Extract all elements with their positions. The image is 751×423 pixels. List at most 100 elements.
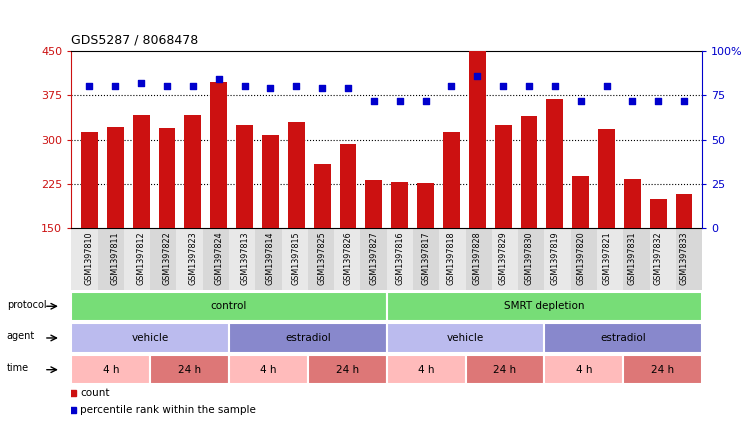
Bar bbox=[542, 51, 568, 228]
Bar bbox=[71, 291, 387, 321]
Bar bbox=[671, 51, 697, 228]
Bar bbox=[154, 51, 180, 228]
Bar bbox=[210, 82, 227, 317]
Bar bbox=[283, 51, 309, 228]
Bar bbox=[443, 132, 460, 317]
Bar bbox=[387, 323, 544, 353]
Bar bbox=[544, 228, 571, 290]
Bar bbox=[598, 129, 615, 317]
Bar bbox=[180, 51, 206, 228]
Text: 24 h: 24 h bbox=[493, 365, 517, 375]
Point bbox=[368, 97, 380, 104]
Text: count: count bbox=[80, 388, 110, 398]
Bar bbox=[676, 228, 702, 290]
Text: protocol: protocol bbox=[7, 300, 47, 310]
Bar bbox=[417, 184, 434, 317]
Bar bbox=[203, 228, 229, 290]
Text: GDS5287 / 8068478: GDS5287 / 8068478 bbox=[71, 33, 198, 47]
Bar bbox=[544, 323, 702, 353]
Text: agent: agent bbox=[7, 332, 35, 341]
Point bbox=[678, 97, 690, 104]
Bar bbox=[439, 228, 466, 290]
Point bbox=[291, 83, 303, 90]
Bar bbox=[107, 126, 124, 317]
Bar bbox=[492, 228, 518, 290]
Bar bbox=[339, 144, 357, 317]
Bar bbox=[71, 228, 98, 290]
Point bbox=[110, 83, 122, 90]
Bar bbox=[262, 135, 279, 317]
Text: 4 h: 4 h bbox=[576, 365, 592, 375]
Point bbox=[549, 83, 561, 90]
Bar bbox=[288, 122, 305, 317]
Bar bbox=[544, 355, 623, 385]
Point bbox=[316, 85, 328, 91]
Bar bbox=[71, 355, 150, 385]
Bar bbox=[439, 51, 464, 228]
Bar bbox=[229, 228, 255, 290]
Bar bbox=[624, 179, 641, 317]
Bar bbox=[547, 99, 563, 317]
Bar bbox=[124, 228, 150, 290]
Bar bbox=[412, 51, 439, 228]
Text: 4 h: 4 h bbox=[261, 365, 276, 375]
Bar bbox=[255, 228, 282, 290]
Text: percentile rank within the sample: percentile rank within the sample bbox=[80, 405, 256, 415]
Bar bbox=[231, 51, 258, 228]
Bar bbox=[335, 51, 361, 228]
Bar bbox=[128, 51, 154, 228]
Text: 4 h: 4 h bbox=[103, 365, 119, 375]
Bar bbox=[229, 323, 387, 353]
Point bbox=[239, 83, 251, 90]
Bar bbox=[572, 176, 589, 317]
Point bbox=[652, 97, 664, 104]
Point bbox=[523, 83, 535, 90]
Text: control: control bbox=[211, 301, 247, 311]
Bar bbox=[102, 51, 128, 228]
Point bbox=[445, 83, 457, 90]
Bar bbox=[490, 51, 516, 228]
Bar bbox=[466, 228, 492, 290]
Point bbox=[575, 97, 587, 104]
Bar bbox=[176, 228, 203, 290]
Bar bbox=[623, 355, 702, 385]
Text: estradiol: estradiol bbox=[601, 333, 646, 343]
Text: time: time bbox=[7, 363, 29, 373]
Point bbox=[497, 83, 509, 90]
Text: 24 h: 24 h bbox=[651, 365, 674, 375]
Bar bbox=[650, 199, 667, 317]
Bar bbox=[568, 51, 593, 228]
Bar bbox=[150, 228, 176, 290]
Point bbox=[394, 97, 406, 104]
Bar bbox=[469, 51, 486, 317]
Bar bbox=[77, 51, 102, 228]
Bar bbox=[81, 132, 98, 317]
Bar bbox=[236, 125, 253, 317]
Bar bbox=[229, 355, 308, 385]
Bar bbox=[387, 51, 412, 228]
Text: 4 h: 4 h bbox=[418, 365, 434, 375]
Bar bbox=[366, 180, 382, 317]
Bar bbox=[387, 228, 413, 290]
Text: 24 h: 24 h bbox=[178, 365, 201, 375]
Point bbox=[187, 83, 199, 90]
Bar bbox=[623, 228, 650, 290]
Bar bbox=[206, 51, 231, 228]
Point bbox=[213, 76, 225, 82]
Text: SMRT depletion: SMRT depletion bbox=[504, 301, 585, 311]
Bar bbox=[464, 51, 490, 228]
Bar bbox=[650, 228, 676, 290]
Bar bbox=[309, 51, 335, 228]
Bar bbox=[593, 51, 620, 228]
Text: estradiol: estradiol bbox=[285, 333, 330, 343]
Point bbox=[601, 83, 613, 90]
Text: vehicle: vehicle bbox=[131, 333, 169, 343]
Bar bbox=[387, 355, 466, 385]
Bar bbox=[308, 355, 387, 385]
Bar bbox=[360, 228, 387, 290]
Bar bbox=[158, 128, 176, 317]
Point bbox=[135, 80, 147, 86]
Bar bbox=[645, 51, 671, 228]
Bar bbox=[71, 323, 229, 353]
Bar bbox=[185, 115, 201, 317]
